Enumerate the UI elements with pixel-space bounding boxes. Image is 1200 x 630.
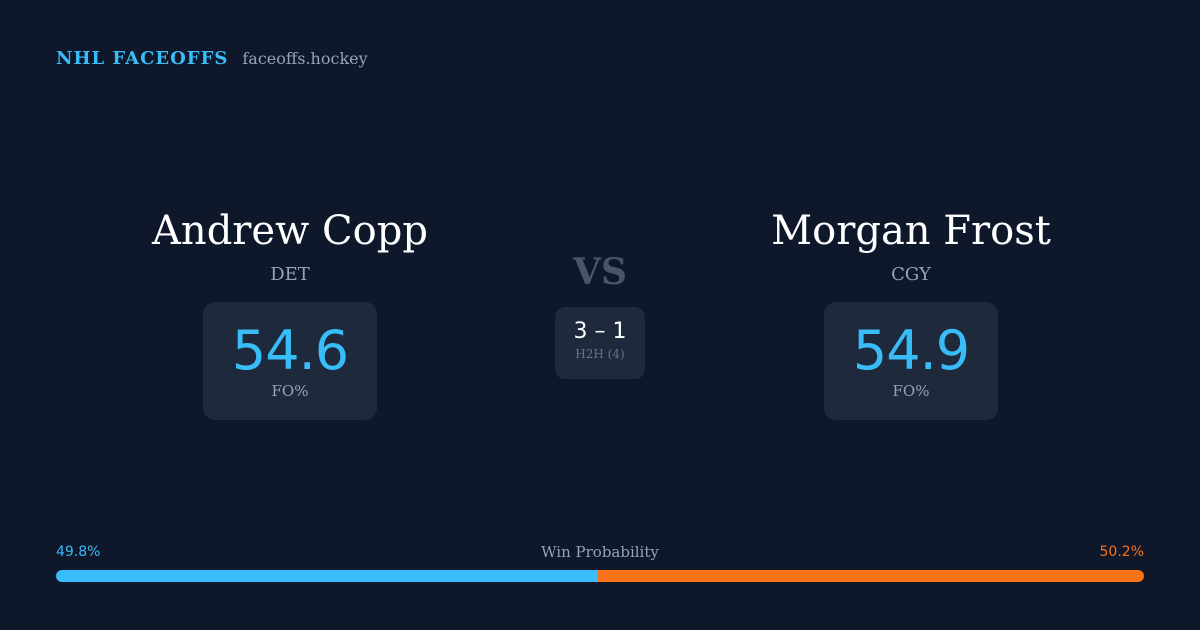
player-right: Morgan Frost CGY 54.9 FO%: [671, 206, 1151, 420]
player-left-stat-card: 54.6 FO%: [203, 302, 377, 420]
player-left-stat-label: FO%: [271, 382, 309, 400]
win-probability-bar: [56, 570, 1144, 582]
head-to-head-score: 3 – 1: [573, 319, 627, 344]
brand-header: NHL FACEOFFS faceoffs.hockey: [56, 48, 368, 74]
brand-name: NHL FACEOFFS: [56, 48, 229, 69]
win-probability-left-value: 49.8%: [56, 544, 101, 560]
win-probability-fill-right: [597, 570, 1144, 582]
player-right-team: CGY: [891, 264, 931, 285]
head-to-head-card: 3 – 1 H2H (4): [555, 307, 645, 379]
win-probability-right-value: 50.2%: [1099, 544, 1144, 560]
player-left-name: Andrew Copp: [152, 208, 428, 254]
player-right-stat-card: 54.9 FO%: [824, 302, 998, 420]
brand-site: faceoffs.hockey: [242, 49, 368, 68]
player-left-stat-value: 54.6: [231, 319, 349, 382]
player-right-stat-label: FO%: [892, 382, 930, 400]
player-left-team: DET: [270, 264, 310, 285]
head-to-head-label: H2H (4): [575, 347, 625, 361]
player-left: Andrew Copp DET 54.6 FO%: [50, 206, 530, 420]
win-probability-title: Win Probability: [541, 543, 659, 561]
win-probability-fill-left: [56, 570, 598, 582]
win-probability-labels: 49.8% Win Probability 50.2%: [56, 542, 1144, 564]
player-right-name: Morgan Frost: [771, 208, 1051, 254]
player-right-stat-value: 54.9: [852, 319, 970, 382]
vs-label: VS: [573, 251, 627, 293]
